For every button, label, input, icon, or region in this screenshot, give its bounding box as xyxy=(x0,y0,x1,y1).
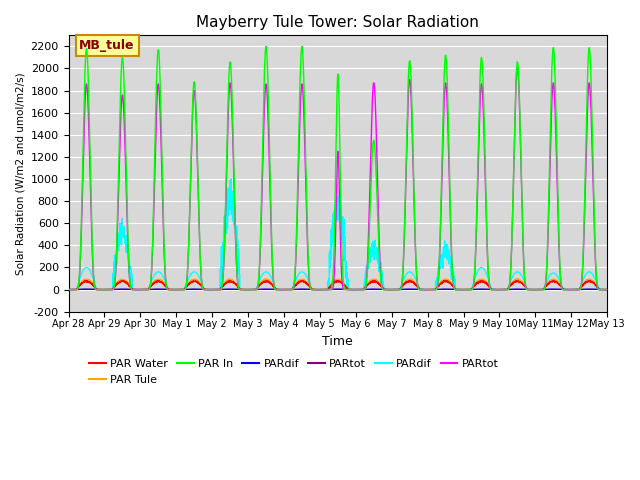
X-axis label: Time: Time xyxy=(323,335,353,348)
Legend: PAR Water, PAR Tule, PAR In, PARdif, PARtot, PARdif, PARtot: PAR Water, PAR Tule, PAR In, PARdif, PAR… xyxy=(85,355,503,389)
Y-axis label: Solar Radiation (W/m2 and umol/m2/s): Solar Radiation (W/m2 and umol/m2/s) xyxy=(15,72,25,275)
Title: Mayberry Tule Tower: Solar Radiation: Mayberry Tule Tower: Solar Radiation xyxy=(196,15,479,30)
Text: MB_tule: MB_tule xyxy=(79,39,135,52)
